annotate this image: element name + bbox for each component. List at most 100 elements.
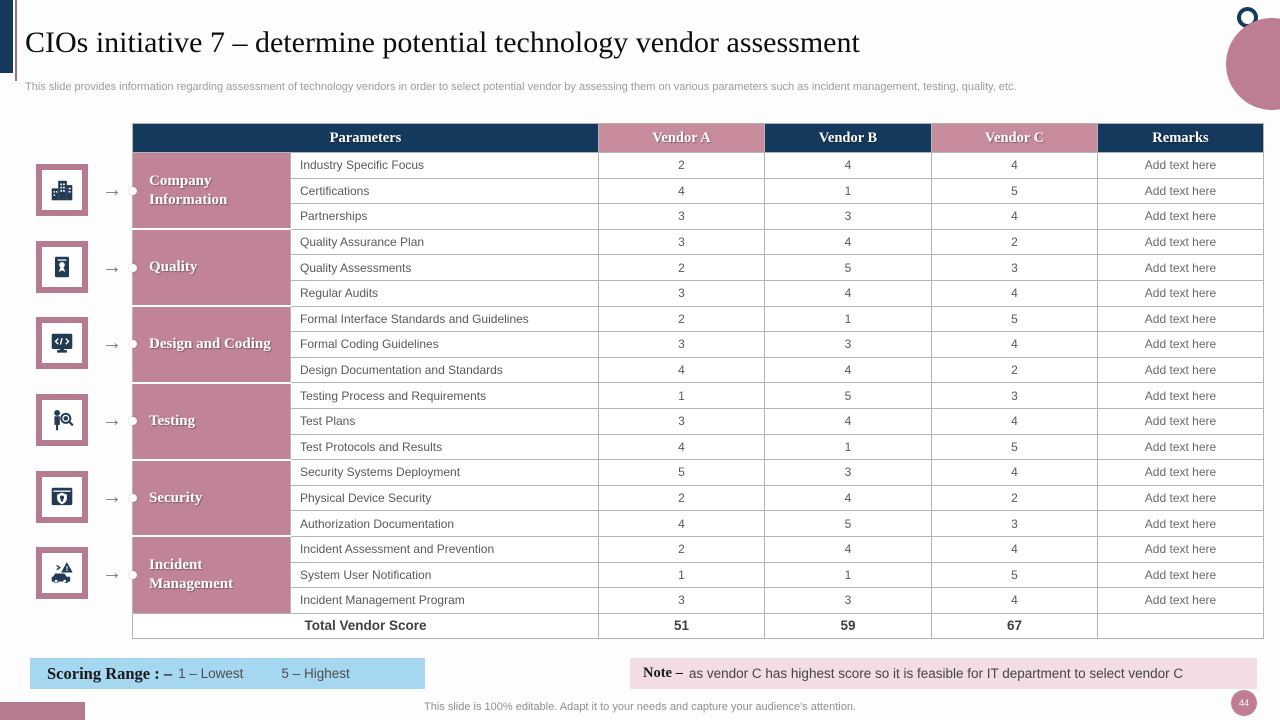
page-number-badge: 44 — [1231, 690, 1257, 716]
remark-cell: Add text here — [1097, 254, 1264, 281]
parameter-cell: Quality Assurance Plan — [290, 228, 599, 256]
category-label: Company Information — [149, 172, 228, 208]
category-cell-testing: Testing — [129, 381, 291, 461]
remark-cell: Add text here — [1097, 331, 1264, 358]
remark-cell: Add text here — [1097, 382, 1264, 409]
column-header-vendor-a: Vendor A — [598, 123, 765, 153]
vendor-b-value: 5 — [764, 254, 932, 281]
corner-accent-line — [15, 0, 17, 81]
circle-decoration — [1226, 18, 1280, 110]
category-label: Design and Coding — [149, 336, 271, 353]
total-label: Total Vendor Score — [132, 612, 599, 640]
arrow-right-icon: → — [102, 486, 122, 508]
vendor-assessment-table: Parameters Vendor A Vendor B Vendor C Remark… — [129, 123, 1264, 640]
vendor-a-value: 4 — [598, 177, 765, 205]
parameter-cell: Industry Specific Focus — [290, 152, 599, 179]
arrow-right-icon: → — [102, 409, 122, 431]
parameter-cell: Regular Audits — [290, 279, 599, 307]
table-row: Company Information Industry Specific Foc… — [129, 152, 1264, 230]
bullet-dot-icon — [129, 417, 137, 426]
bottom-accent-rect — [0, 702, 85, 720]
vendor-b-value: 3 — [764, 459, 932, 486]
vendor-a-value: 2 — [598, 152, 765, 179]
vendor-a-value: 1 — [598, 382, 765, 409]
vendor-a-value: 2 — [598, 484, 765, 512]
vendor-c-value: 4 — [931, 587, 1098, 614]
column-header-remarks: Remarks — [1097, 123, 1264, 153]
arrow-right-icon: → — [102, 179, 122, 201]
total-vendor-b: 59 — [764, 612, 932, 640]
total-row: Total Vendor Score 51 59 67 — [132, 612, 1264, 640]
note-bar: Note – as vendor C has highest score so … — [630, 658, 1257, 689]
remark-cell: Add text here — [1097, 535, 1264, 563]
remark-cell: Add text here — [1097, 433, 1264, 461]
column-header-vendor-c: Vendor C — [931, 123, 1098, 153]
total-vendor-c: 67 — [931, 612, 1098, 640]
table-row: Certifications 4 1 5 Add text here — [133, 177, 1264, 205]
table-row: Authorization Documentation 4 5 3 Add text h… — [133, 510, 1264, 537]
remark-cell: Add text here — [1097, 203, 1264, 230]
table-row: Testing Testing Process and Requirements 1… — [129, 381, 1264, 461]
vendor-b-value: 3 — [764, 587, 932, 614]
vendor-a-value: 3 — [598, 587, 765, 614]
bullet-dot-icon — [129, 494, 137, 503]
vendor-b-value: 1 — [764, 177, 932, 205]
table-row: Physical Device Security 2 4 2 Add text here — [133, 484, 1264, 512]
vendor-c-value: 4 — [931, 203, 1098, 230]
table-row: Quality Assessments 2 5 3 Add text here — [133, 254, 1264, 281]
scoring-range-bar: Scoring Range : – 1 – Lowest 5 – Highest — [30, 658, 425, 689]
bullet-dot-icon — [129, 263, 137, 272]
vendor-c-value: 3 — [931, 510, 1098, 537]
category-cell-quality: Quality — [129, 228, 291, 307]
vendor-a-value: 2 — [598, 305, 765, 333]
table-row: Regular Audits 3 4 4 Add text here — [133, 279, 1264, 307]
scoring-lowest: 1 – Lowest — [178, 666, 244, 681]
total-remark — [1097, 612, 1264, 640]
vendor-c-value: 4 — [931, 459, 1098, 486]
vendor-a-value: 5 — [598, 459, 765, 486]
table-row: Security Security Systems Deployment 5 3 4 Ad… — [129, 458, 1264, 537]
parameter-cell: System User Notification — [290, 561, 599, 589]
remark-cell: Add text here — [1097, 305, 1264, 333]
vendor-a-value: 4 — [598, 356, 765, 384]
remark-cell: Add text here — [1097, 279, 1264, 307]
parameter-cell: Formal Interface Standards and Guideline… — [290, 305, 599, 333]
vendor-c-value: 3 — [931, 382, 1098, 409]
category-label: Incident Management — [149, 557, 234, 593]
parameter-cell: Test Plans — [290, 407, 599, 435]
bullet-dot-icon — [129, 571, 137, 580]
vendor-c-value: 5 — [931, 305, 1098, 333]
category-cell-design-and-coding: Design and Coding — [129, 305, 291, 384]
vendor-c-value: 4 — [931, 279, 1098, 307]
parameter-cell: Physical Device Security — [290, 484, 599, 512]
remark-cell: Add text here — [1097, 587, 1264, 614]
vendor-b-value: 5 — [764, 382, 932, 409]
remark-cell: Add text here — [1097, 407, 1264, 435]
vendor-c-value: 5 — [931, 561, 1098, 589]
vendor-c-value: 2 — [931, 356, 1098, 384]
vendor-b-value: 1 — [764, 433, 932, 461]
bullet-dot-icon — [129, 340, 137, 349]
company-buildings-icon — [36, 164, 88, 216]
parameter-cell: Authorization Documentation — [290, 510, 599, 537]
page-subtitle: This slide provides information regardin… — [25, 81, 1017, 93]
category-cell-incident-management: Incident Management — [129, 535, 291, 614]
vendor-c-value: 2 — [931, 484, 1098, 512]
table-row: Quality Quality Assurance Plan 3 4 2 Add text… — [129, 228, 1264, 307]
parameter-cell: Formal Coding Guidelines — [290, 331, 599, 358]
table-row: Design Documentation and Standards 4 4 2 Add… — [133, 356, 1264, 384]
vendor-b-value: 4 — [764, 356, 932, 384]
vendor-a-value: 3 — [598, 407, 765, 435]
remark-cell: Add text here — [1097, 484, 1264, 512]
vendor-a-value: 3 — [598, 203, 765, 230]
vendor-a-value: 2 — [598, 254, 765, 281]
arrow-right-icon: → — [102, 332, 122, 354]
bullet-dot-icon — [129, 186, 137, 195]
vendor-b-value: 5 — [764, 510, 932, 537]
parameter-cell: Certifications — [290, 177, 599, 205]
vendor-a-value: 2 — [598, 535, 765, 563]
vendor-b-value: 3 — [764, 331, 932, 358]
vendor-b-value: 3 — [764, 203, 932, 230]
table-row: Design and Coding Formal Interface Standa… — [129, 305, 1264, 384]
table-body: Company Information Industry Specific Foc… — [129, 152, 1264, 640]
